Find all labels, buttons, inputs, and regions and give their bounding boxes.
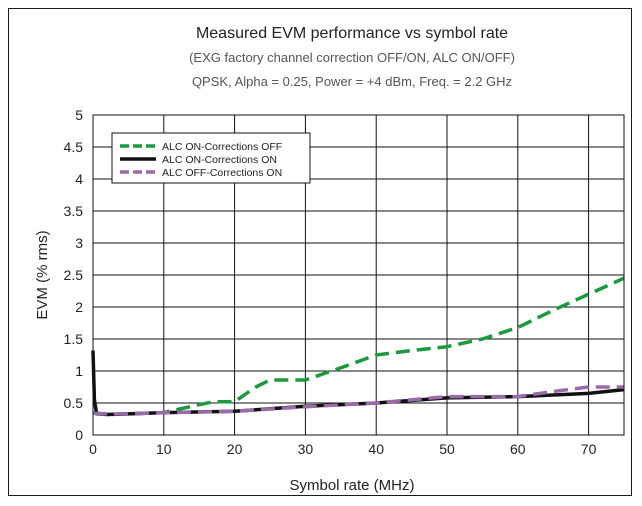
legend-label: ALC ON-Corrections OFF <box>162 141 282 153</box>
y-tick-label: 4.5 <box>64 139 84 155</box>
chart-frame <box>8 8 632 496</box>
y-tick-label: 3.5 <box>64 203 84 219</box>
x-tick-label: 10 <box>156 441 172 457</box>
legend-label: ALC ON-Corrections ON <box>162 154 277 166</box>
chart-subtitle-2: QPSK, Alpha = 0.25, Power = +4 dBm, Freq… <box>192 74 512 89</box>
y-tick-label: 2.5 <box>64 267 84 283</box>
y-tick-label: 1.5 <box>64 331 84 347</box>
y-tick-label: 0.5 <box>64 395 84 411</box>
chart-subtitle-1: (EXG factory channel correction OFF/ON, … <box>189 50 515 65</box>
x-tick-label: 60 <box>510 441 526 457</box>
chart-title: Measured EVM performance vs symbol rate <box>196 25 508 42</box>
plot-area-border <box>92 114 625 436</box>
series-line-1 <box>92 276 625 417</box>
x-axis-label: Symbol rate (MHz) <box>289 477 414 494</box>
y-tick-label: 4 <box>75 171 83 187</box>
tick-labels: 0 10 20 30 40 50 60 70 0 0.5 1 1.5 2 2.5 3 3.5 4 4.5 5 <box>64 107 597 457</box>
x-tick-label: 0 <box>89 441 97 457</box>
x-tick-label: 20 <box>227 441 243 457</box>
legend-label: ALC OFF-Corrections ON <box>162 167 282 179</box>
x-tick-label: 70 <box>581 441 597 457</box>
y-tick-label: 1 <box>75 363 83 379</box>
y-tick-label: 2 <box>75 299 83 315</box>
series-lines <box>91 276 625 417</box>
y-tick-label: 0 <box>75 427 83 443</box>
series-line-3 <box>92 385 624 416</box>
y-tick-label: 5 <box>75 107 83 123</box>
y-tick-label: 3 <box>75 235 83 251</box>
x-tick-label: 50 <box>439 441 455 457</box>
y-axis-label: EVM (% rms) <box>34 230 51 319</box>
x-tick-label: 30 <box>298 441 314 457</box>
x-tick-label: 40 <box>368 441 384 457</box>
